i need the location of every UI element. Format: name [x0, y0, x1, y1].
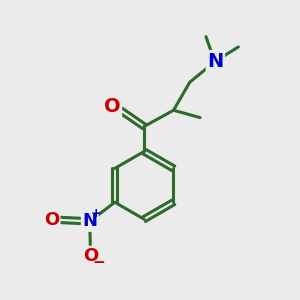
Text: N: N	[207, 52, 224, 70]
Text: +: +	[91, 207, 101, 220]
Text: O: O	[44, 211, 59, 229]
Text: N: N	[82, 212, 97, 230]
Text: −: −	[92, 254, 105, 269]
Text: O: O	[104, 97, 121, 116]
Text: O: O	[83, 247, 98, 265]
